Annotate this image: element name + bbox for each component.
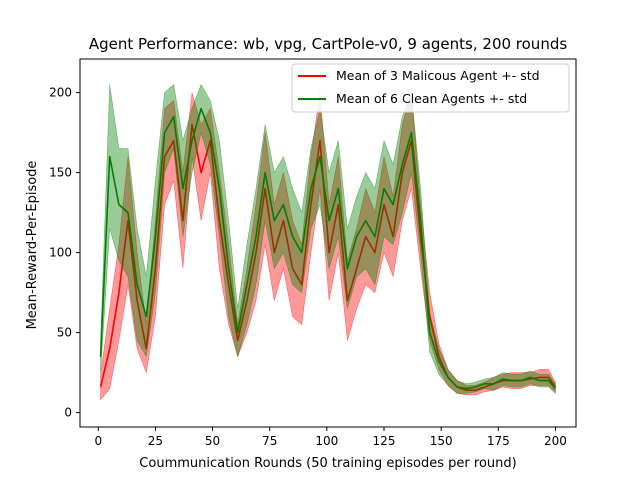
x-tick-label-75: 75 — [262, 434, 277, 448]
x-tick-label-150: 150 — [430, 434, 453, 448]
axes-frame — [79, 58, 577, 428]
x-tick-label-25: 25 — [148, 434, 163, 448]
legend-box — [291, 63, 570, 113]
mean-line-clean — [99, 107, 557, 390]
y-axis-label: Mean-Reward-Per-Episode — [25, 161, 40, 330]
y-tick-label-50: 50 — [57, 326, 72, 340]
x-tick-label-175: 175 — [487, 434, 510, 448]
legend: Mean of 3 Malicous Agent +- std Mean of … — [291, 63, 570, 113]
x-tick-label-125: 125 — [373, 434, 396, 448]
mean-line-malicious — [99, 123, 557, 392]
plot-area — [99, 83, 557, 401]
legend-label-clean: Mean of 6 Clean Agents +- std — [336, 91, 527, 106]
x-axis-label: Coummunication Rounds (50 training episo… — [139, 456, 516, 471]
chart-title: Agent Performance: wb, vpg, CartPole-v0,… — [89, 35, 568, 53]
y-tick-label-150: 150 — [49, 166, 72, 180]
y-tick-label-200: 200 — [49, 86, 72, 100]
x-tick-label-50: 50 — [205, 434, 220, 448]
legend-label-malicious: Mean of 3 Malicous Agent +- std — [336, 68, 540, 83]
y-tick-label-100: 100 — [49, 246, 72, 260]
x-tick-label-100: 100 — [315, 434, 338, 448]
x-tick-label-200: 200 — [544, 434, 567, 448]
y-tick-label-0: 0 — [64, 406, 72, 420]
axis-ticks: 0 25 50 75 100 125 150 175 200 0 50 100 150 200 — [49, 86, 567, 448]
x-tick-label-0: 0 — [94, 434, 102, 448]
